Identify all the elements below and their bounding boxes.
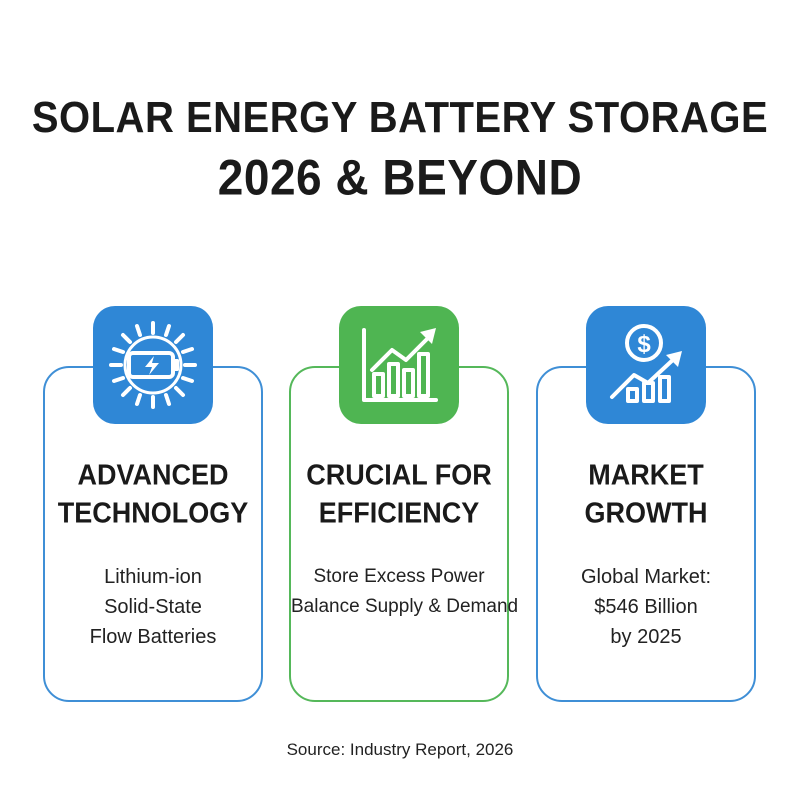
card-heading: ADVANCED TECHNOLOGY bbox=[45, 456, 261, 532]
card-line: Store Excess Power bbox=[313, 566, 485, 587]
page-title: SOLAR ENERGY BATTERY STORAGE bbox=[31, 94, 769, 142]
card-line: Global Market: bbox=[580, 566, 712, 588]
card-line: Lithium-ion bbox=[104, 566, 202, 588]
card-body: Global Market: $546 Billion by 2025 bbox=[538, 562, 754, 652]
page-subtitle: 2026 & BEYOND bbox=[217, 148, 583, 206]
card-heading-line: ADVANCED bbox=[77, 459, 229, 491]
card-line: by 2025 bbox=[610, 626, 682, 648]
bar-chart-growth-icon bbox=[362, 328, 438, 402]
card-heading-line: TECHNOLOGY bbox=[57, 497, 249, 529]
card-line: $546 Billion bbox=[594, 596, 698, 618]
card-heading-line: MARKET bbox=[588, 459, 704, 491]
dollar-growth-icon: $ bbox=[610, 324, 682, 403]
card-body: Lithium-ion Solid-State Flow Batteries bbox=[45, 562, 261, 652]
card-heading-line: GROWTH bbox=[584, 497, 708, 529]
card-heading: CRUCIAL FOR EFFICIENCY bbox=[291, 456, 507, 532]
card-line: Flow Batteries bbox=[89, 626, 217, 648]
technology-icon-tile bbox=[93, 306, 213, 424]
svg-text:$: $ bbox=[637, 331, 651, 358]
card-heading: MARKET GROWTH bbox=[538, 456, 754, 532]
card-body: Store Excess Power Balance Supply & Dema… bbox=[291, 562, 519, 622]
source-note: Source: Industry Report, 2026 bbox=[286, 740, 514, 759]
card-line: Balance Supply & Demand bbox=[291, 596, 519, 617]
card-heading-line: EFFICIENCY bbox=[318, 497, 480, 529]
efficiency-icon-tile bbox=[339, 306, 459, 424]
card-heading-line: CRUCIAL FOR bbox=[306, 459, 492, 491]
market-icon-tile: $ bbox=[586, 306, 706, 424]
solar-battery-icon bbox=[109, 321, 197, 409]
card-line: Solid-State bbox=[104, 596, 202, 618]
title-block: SOLAR ENERGY BATTERY STORAGE 2026 & BEYO… bbox=[0, 92, 800, 206]
